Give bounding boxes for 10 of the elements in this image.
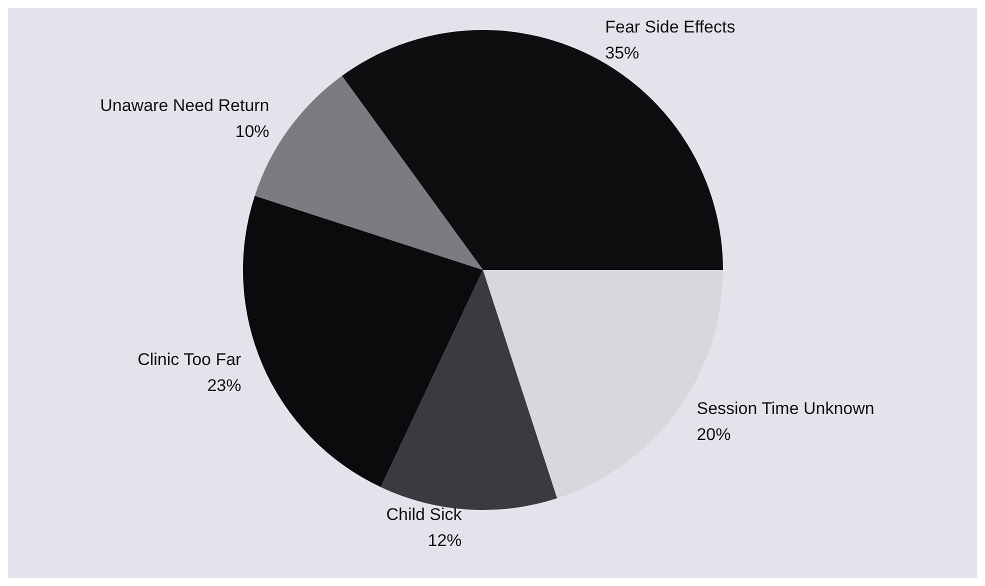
slice-label: Unaware Need Return bbox=[100, 96, 270, 115]
slice-label: Fear Side Effects bbox=[605, 18, 736, 37]
slice-label: Clinic Too Far bbox=[138, 350, 242, 369]
data-label: 23% bbox=[207, 376, 242, 395]
slice-label: Child Sick bbox=[386, 504, 462, 524]
data-label: 20% bbox=[696, 425, 731, 444]
data-label: 10% bbox=[235, 122, 270, 141]
slice-label: Session Time Unknown bbox=[696, 399, 874, 418]
data-label: 12% bbox=[428, 530, 462, 550]
data-label: 35% bbox=[605, 44, 640, 63]
